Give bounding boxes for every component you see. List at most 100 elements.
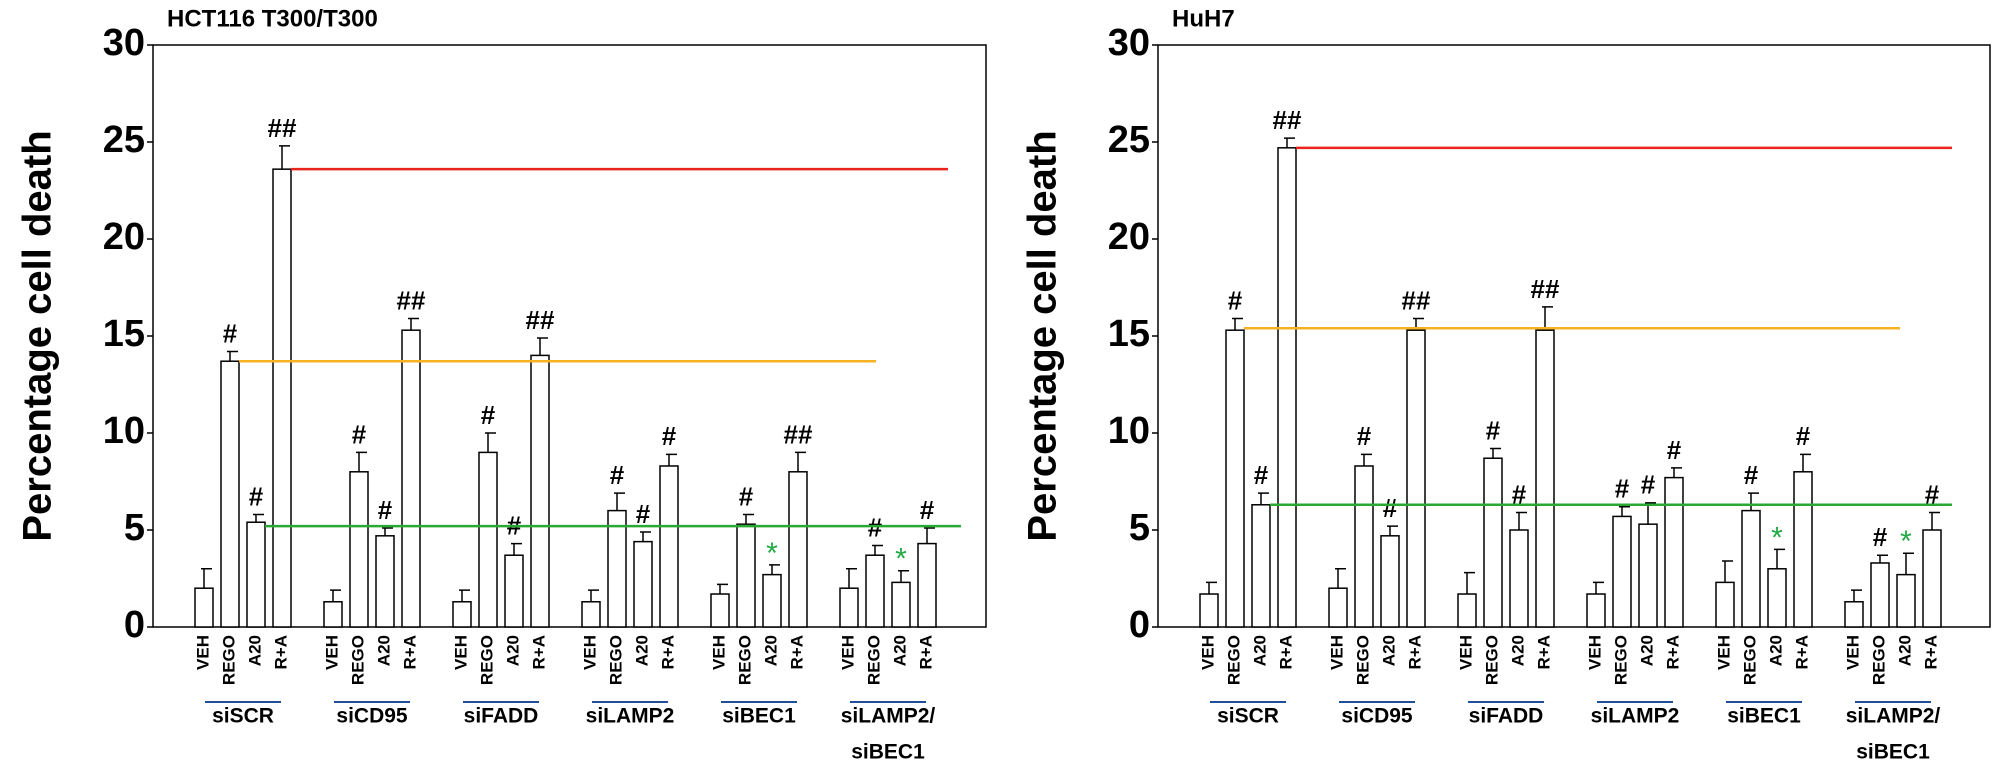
error-bar [1258, 492, 1269, 505]
significance-label: # [1873, 522, 1888, 552]
y-tick-label: 10 [1108, 410, 1150, 452]
significance-label: # [1796, 421, 1811, 451]
condition-label: R+A [1921, 635, 1940, 669]
condition-label: R+A [1663, 635, 1682, 669]
bar [788, 471, 808, 628]
condition-label: REGO [219, 635, 238, 685]
error-bar [1593, 581, 1604, 595]
significance-label: # [1357, 421, 1372, 451]
significance-label: # [1641, 470, 1656, 500]
condition-label: R+A [529, 635, 548, 669]
error-bar [717, 583, 728, 595]
error-bar [872, 544, 883, 556]
condition-label: R+A [1534, 635, 1553, 669]
bar [1870, 562, 1890, 628]
group-label: siLAMP2 [1591, 705, 1680, 728]
error-bar [846, 568, 857, 589]
y-tick-label: 0 [124, 604, 145, 646]
error-bar [1516, 511, 1527, 530]
error-bar [1361, 453, 1372, 466]
bar [1535, 329, 1555, 628]
condition-label: VEH [838, 635, 857, 670]
condition-label: VEH [322, 635, 341, 670]
significance-label: ## [784, 419, 813, 449]
error-bar [1206, 581, 1217, 595]
error-bar [743, 513, 754, 525]
error-bar [1619, 505, 1630, 517]
bar [1715, 581, 1735, 628]
significance-label: ## [1273, 105, 1302, 135]
bar [1638, 523, 1658, 628]
condition-label: REGO [1740, 635, 1759, 685]
significance-label: # [868, 512, 883, 542]
significance-label: # [378, 495, 393, 525]
significance-label: # [1254, 460, 1269, 490]
condition-label: VEH [580, 635, 599, 670]
error-bar [666, 453, 677, 466]
significance-label: # [636, 499, 651, 529]
error-bar [1645, 502, 1656, 525]
condition-label: A20 [245, 635, 264, 666]
bar [1277, 147, 1297, 628]
bar [375, 535, 395, 628]
error-bar [511, 542, 522, 556]
chart-title: HCT116 T300/T300 [167, 5, 378, 32]
error-bar [1800, 453, 1811, 472]
bar [246, 521, 266, 628]
y-axis-label: Percentage cell death [1021, 130, 1065, 541]
significance-label: # [1925, 479, 1940, 509]
bar [1896, 573, 1916, 628]
condition-label: REGO [1869, 635, 1888, 685]
significance-label: ## [397, 285, 426, 315]
bar [581, 601, 601, 628]
condition-label: REGO [864, 635, 883, 685]
bar [1380, 535, 1400, 628]
bar [401, 329, 421, 628]
condition-label: VEH [1198, 635, 1217, 670]
bar [1483, 457, 1503, 628]
error-bar [614, 492, 625, 511]
condition-label: REGO [735, 635, 754, 685]
y-tick-label: 5 [124, 507, 145, 549]
condition-label: R+A [787, 635, 806, 669]
bar [1225, 329, 1245, 628]
y-axis-label: Percentage cell death [16, 130, 60, 541]
bar [1199, 593, 1219, 628]
condition-label: R+A [1792, 635, 1811, 669]
error-bar [1464, 571, 1475, 595]
bar [1328, 587, 1348, 628]
significance-label: # [1228, 285, 1243, 315]
bar [1793, 471, 1813, 628]
error-bar [898, 569, 909, 583]
significance-label: ## [526, 305, 555, 335]
error-bar [408, 317, 419, 331]
group-label: siSCR [212, 705, 274, 728]
bar [1509, 529, 1529, 628]
error-bar [227, 350, 238, 362]
error-bar [356, 451, 367, 472]
error-bar [1722, 560, 1733, 583]
bar [917, 542, 937, 628]
significance-label: * [766, 537, 778, 570]
error-bar [924, 527, 935, 544]
group-label: siLAMP2/ [841, 705, 936, 728]
error-bar [1877, 554, 1888, 563]
condition-label: R+A [1276, 635, 1295, 669]
group-label: siCD95 [336, 705, 408, 728]
significance-label: # [610, 460, 625, 490]
error-bar [382, 527, 393, 536]
condition-label: A20 [1508, 635, 1527, 666]
condition-label: R+A [1405, 635, 1424, 669]
condition-label: REGO [1353, 635, 1372, 685]
error-bar [201, 568, 212, 589]
bar [194, 587, 214, 628]
bar [1586, 593, 1606, 628]
error-bar [1232, 317, 1243, 331]
significance-label: # [1512, 479, 1527, 509]
y-tick-label: 15 [103, 313, 145, 355]
significance-label: # [1383, 493, 1398, 523]
significance-label: # [1667, 435, 1682, 465]
condition-label: A20 [1379, 635, 1398, 666]
error-bar [1851, 589, 1862, 602]
condition-label: VEH [1585, 635, 1604, 670]
